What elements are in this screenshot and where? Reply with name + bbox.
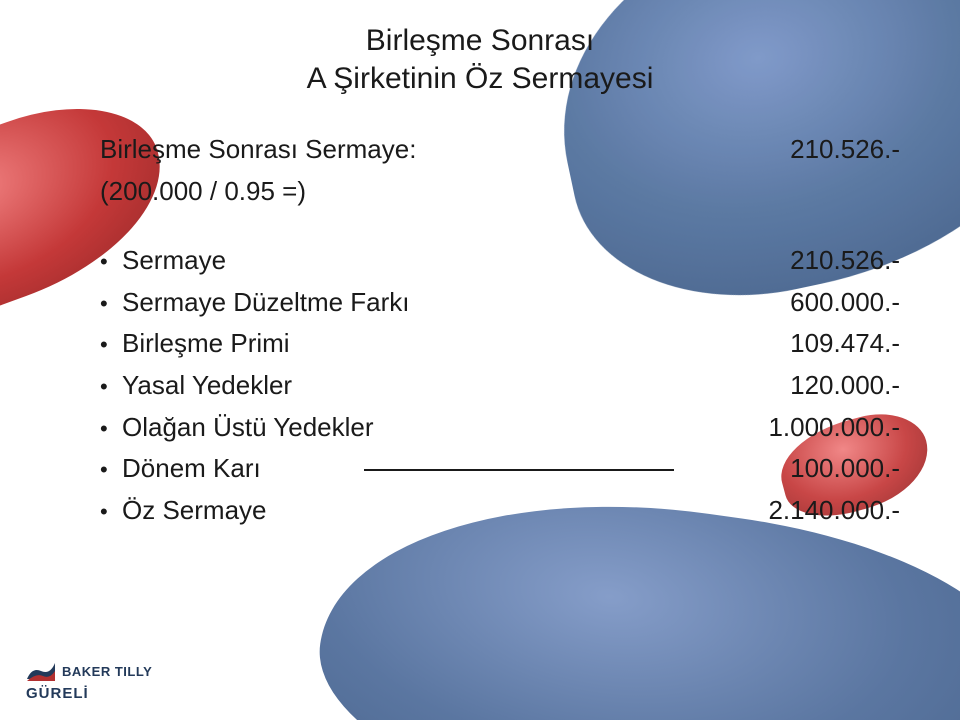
slide: Birleşme Sonrası A Şirketinin Öz Sermaye… xyxy=(0,0,960,720)
list-item-value: 2.140.000.- xyxy=(680,490,900,532)
content-area: Birleşme Sonrası Sermaye: (200.000 / 0.9… xyxy=(100,129,900,531)
intro-sub: (200.000 / 0.95 =) xyxy=(100,171,416,213)
list-item-label: Öz Sermaye xyxy=(122,490,680,532)
list-item: •Sermaye Düzeltme Farkı600.000.- xyxy=(100,282,900,324)
list-item-label: Olağan Üstü Yedekler xyxy=(122,407,680,449)
intro-value: 210.526.- xyxy=(700,129,900,212)
title-line-1: Birleşme Sonrası xyxy=(0,22,960,60)
slide-title: Birleşme Sonrası A Şirketinin Öz Sermaye… xyxy=(0,0,960,97)
intro-left: Birleşme Sonrası Sermaye: (200.000 / 0.9… xyxy=(100,129,416,212)
list-item-label: Birleşme Primi xyxy=(122,323,680,365)
list-item-label: Yasal Yedekler xyxy=(122,365,680,407)
list-item-value: 109.474.- xyxy=(680,323,900,365)
list-item-label: Sermaye Düzeltme Farkı xyxy=(122,282,680,324)
list-item-label: Dönem Karı xyxy=(122,448,364,490)
title-line-2: A Şirketinin Öz Sermayesi xyxy=(0,60,960,98)
logo-top-row: BAKER TILLY xyxy=(26,659,152,683)
footer-logo: BAKER TILLY GÜRELİ xyxy=(26,659,152,702)
list-item-value: 1.000.000.- xyxy=(680,407,900,449)
underline-rule xyxy=(364,469,674,471)
list-item: •Birleşme Primi109.474.- xyxy=(100,323,900,365)
logo-text-top: BAKER TILLY xyxy=(62,664,152,679)
bullet-icon: • xyxy=(100,244,122,279)
list-item-label: Sermaye xyxy=(122,240,680,282)
list-item: •Dönem Karı 100.000.- xyxy=(100,448,900,490)
bullet-icon: • xyxy=(100,494,122,529)
equity-list: •Sermaye210.526.-•Sermaye Düzeltme Farkı… xyxy=(100,240,900,531)
list-item: •Sermaye210.526.- xyxy=(100,240,900,282)
list-item-value: 120.000.- xyxy=(680,365,900,407)
list-item: •Öz Sermaye2.140.000.- xyxy=(100,490,900,532)
logo-mark-icon xyxy=(26,659,56,683)
logo-text-bottom: GÜRELİ xyxy=(26,685,89,702)
bullet-icon: • xyxy=(100,411,122,446)
intro-label: Birleşme Sonrası Sermaye: xyxy=(100,129,416,171)
list-item-value: 210.526.- xyxy=(680,240,900,282)
bullet-icon: • xyxy=(100,327,122,362)
intro-row: Birleşme Sonrası Sermaye: (200.000 / 0.9… xyxy=(100,129,900,212)
list-item-value: 100.000.- xyxy=(680,448,900,490)
list-item: •Olağan Üstü Yedekler1.000.000.- xyxy=(100,407,900,449)
list-item: •Yasal Yedekler120.000.- xyxy=(100,365,900,407)
list-item-value: 600.000.- xyxy=(680,282,900,324)
bullet-icon: • xyxy=(100,286,122,321)
bullet-icon: • xyxy=(100,452,122,487)
bullet-icon: • xyxy=(100,369,122,404)
